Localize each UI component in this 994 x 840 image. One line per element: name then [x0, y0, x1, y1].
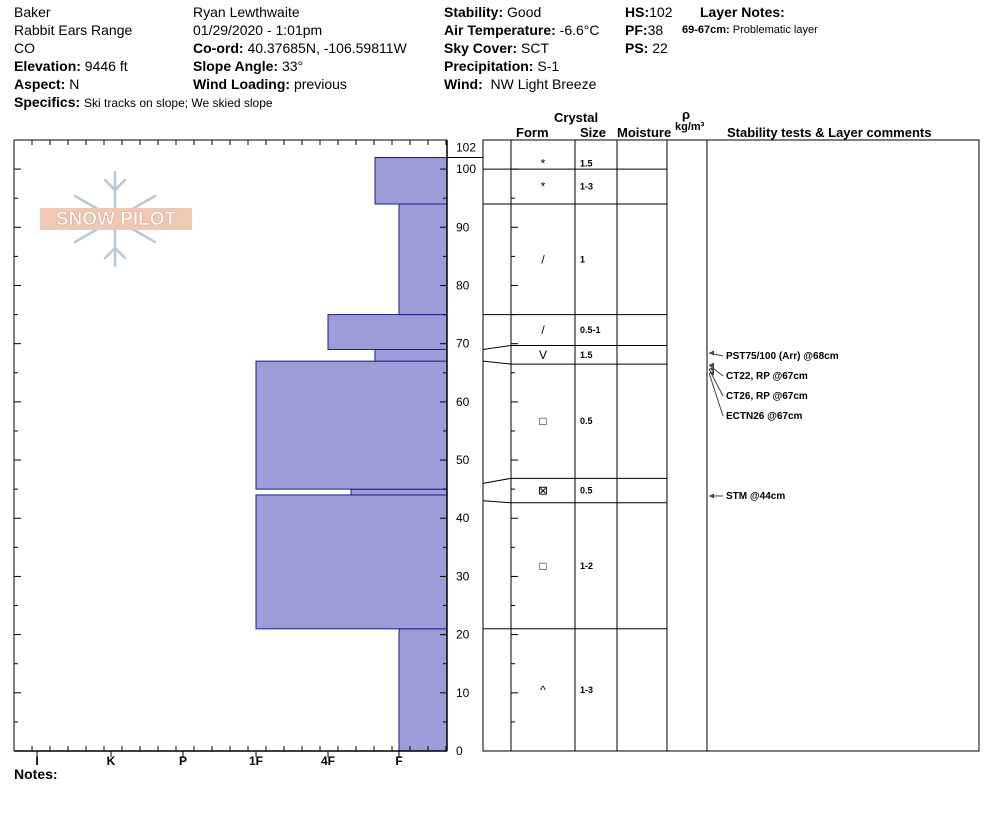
crystal-form-symbol: ^ [540, 683, 546, 697]
y-tick-label: 30 [456, 569, 470, 583]
form-header: Form [516, 125, 549, 140]
y-tick-label: 50 [456, 453, 470, 467]
crystal-size: 0.5-1 [580, 325, 601, 335]
crystal-form-symbol: / [541, 323, 545, 337]
crystal-size: 0.5 [580, 416, 593, 426]
sky-cover: Sky Cover: SCT [444, 40, 550, 56]
crystal-size: 1 [580, 254, 585, 264]
arrowhead-icon [709, 370, 714, 376]
notes-label: Notes: [14, 766, 58, 782]
y-tick-label: 20 [456, 628, 470, 642]
hardness-bar [327, 314, 448, 350]
y-tick-label: 100 [456, 162, 476, 176]
y-tick-label: 40 [456, 511, 470, 525]
hardness-bar [398, 203, 448, 316]
density-unit: kg/m³ [675, 121, 705, 133]
crystal-size: 1-3 [580, 182, 593, 192]
arrowhead-icon [709, 350, 714, 356]
location-name: Baker [14, 4, 51, 20]
crystal-form-symbol: □ [539, 414, 546, 428]
crystal-form-symbol: V [539, 348, 547, 362]
y-tick-label: 0 [456, 744, 463, 758]
state-name: CO [14, 40, 35, 56]
stability-test-leader [708, 372, 724, 417]
x-tick-label: 4F [321, 754, 335, 768]
y-tick-label: 10 [456, 686, 470, 700]
x-tick-label: F [395, 754, 402, 768]
y-tick-label: 102 [456, 140, 476, 154]
range-name: Rabbit Ears Range [14, 22, 133, 38]
stability-test-label: CT26, RP @67cm [726, 391, 808, 402]
stability-test-label: PST75/100 (Arr) @68cm [726, 351, 839, 362]
crystal-size: 1.5 [580, 350, 593, 360]
x-tick-label: I [35, 754, 38, 768]
wind: Wind: NW Light Breeze [444, 76, 597, 92]
snowpilot-logo: SNOW PILOT [40, 170, 192, 268]
crystal-size: 0.5 [580, 486, 593, 496]
layer-connector [482, 500, 512, 504]
precipitation: Precipitation: S-1 [444, 58, 560, 74]
density-symbol: ρ [682, 107, 691, 122]
layer-table-frame [482, 139, 980, 752]
layer-connector [482, 477, 512, 484]
slope-angle: Slope Angle: 33° [193, 58, 304, 74]
hardness-bar [374, 348, 448, 362]
aspect: Aspect: N [14, 76, 80, 92]
stability-rating: Stability: Good [444, 4, 542, 20]
y-tick-label: 60 [456, 395, 470, 409]
elevation: Elevation: 9446 ft [14, 58, 128, 74]
y-tick-label: 70 [456, 337, 470, 351]
hardness-bar [255, 360, 448, 490]
snow-height: HS:102 [625, 4, 673, 20]
x-tick-label: K [107, 754, 116, 768]
crystal-form-symbol: * [541, 180, 546, 194]
hardness-bar [350, 488, 448, 496]
x-tick-label: P [179, 754, 187, 768]
datetime: 01/29/2020 - 1:01pm [193, 22, 323, 38]
layer-note: 69-67cm: Problematic layer [682, 24, 818, 36]
y-tick-label: 80 [456, 278, 470, 292]
stability-test-label: CT22, RP @67cm [726, 371, 808, 382]
layer-connector [482, 360, 512, 365]
specifics: Specifics: Ski tracks on slope; We skied… [14, 94, 273, 110]
stability-test-leader [708, 364, 724, 377]
hardness-bar [374, 156, 448, 205]
crystal-size: 1-2 [580, 561, 593, 571]
crystal-size: 1.5 [580, 158, 593, 168]
stability-test-label: STM @44cm [726, 491, 785, 502]
layer-notes-title: Layer Notes: [700, 4, 785, 20]
arrowhead-icon [709, 366, 714, 372]
layer-connector [482, 344, 512, 350]
foot-penetration: PS: 22 [625, 40, 668, 56]
crystal-form-symbol: / [541, 252, 545, 266]
crystal-header: Crystal [554, 110, 599, 125]
crystal-form-symbol: □ [539, 559, 546, 573]
size-header: Size [580, 125, 607, 140]
moisture-header: Moisture [617, 125, 672, 140]
coordinates: Co-ord: 40.37685N, -106.59811W [193, 40, 407, 56]
y-tick-label: 90 [456, 220, 470, 234]
crystal-form-symbol: * [541, 156, 546, 170]
x-tick-label: 1F [249, 754, 263, 768]
hardness-bar [255, 494, 448, 630]
hardness-bar [398, 628, 448, 752]
air-temperature: Air Temperature: -6.6°C [444, 22, 600, 38]
stability-tests-header: Stability tests & Layer comments [727, 125, 932, 140]
logo-banner [40, 208, 192, 230]
arrowhead-icon [709, 362, 714, 368]
logo-text: SNOW PILOT [56, 209, 177, 230]
crystal-size: 1-3 [580, 685, 593, 695]
arrowhead-icon [709, 493, 714, 499]
ski-penetration: PF:38 [625, 22, 664, 38]
crystal-form-symbol: ⊠ [538, 484, 548, 498]
stability-test-label: ECTN26 @67cm [726, 411, 803, 422]
observer: Ryan Lewthwaite [193, 4, 300, 20]
wind-loading: Wind Loading: previous [193, 76, 347, 92]
